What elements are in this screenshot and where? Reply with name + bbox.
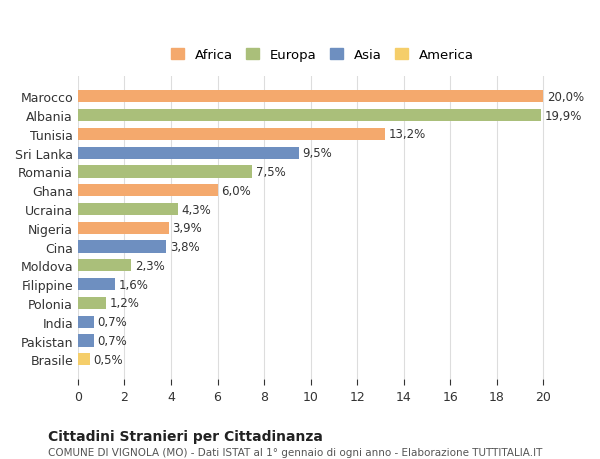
Bar <box>78 185 218 197</box>
Text: 4,3%: 4,3% <box>181 203 211 216</box>
Text: 20,0%: 20,0% <box>547 90 584 104</box>
Legend: Africa, Europa, Asia, America: Africa, Europa, Asia, America <box>167 45 478 66</box>
Bar <box>78 297 106 309</box>
Text: 2,3%: 2,3% <box>135 259 164 272</box>
Bar <box>78 110 541 122</box>
Text: 0,5%: 0,5% <box>93 353 122 366</box>
Text: 0,7%: 0,7% <box>98 315 127 329</box>
Bar <box>78 91 544 103</box>
Bar <box>78 129 385 141</box>
Bar <box>78 166 253 178</box>
Text: 0,7%: 0,7% <box>98 334 127 347</box>
Text: 9,5%: 9,5% <box>302 147 332 160</box>
Text: 6,0%: 6,0% <box>221 185 251 197</box>
Bar <box>78 241 166 253</box>
Text: 19,9%: 19,9% <box>545 109 582 123</box>
Text: 7,5%: 7,5% <box>256 166 286 179</box>
Bar <box>78 147 299 159</box>
Text: 13,2%: 13,2% <box>389 128 426 141</box>
Bar <box>78 316 94 328</box>
Text: COMUNE DI VIGNOLA (MO) - Dati ISTAT al 1° gennaio di ogni anno - Elaborazione TU: COMUNE DI VIGNOLA (MO) - Dati ISTAT al 1… <box>48 448 542 458</box>
Text: 3,8%: 3,8% <box>170 241 199 253</box>
Bar <box>78 335 94 347</box>
Text: Cittadini Stranieri per Cittadinanza: Cittadini Stranieri per Cittadinanza <box>48 429 323 443</box>
Bar <box>78 353 89 366</box>
Text: 3,9%: 3,9% <box>172 222 202 235</box>
Text: 1,6%: 1,6% <box>119 278 148 291</box>
Bar <box>78 279 115 291</box>
Bar <box>78 260 131 272</box>
Bar <box>78 203 178 216</box>
Text: 1,2%: 1,2% <box>109 297 139 310</box>
Bar <box>78 222 169 235</box>
